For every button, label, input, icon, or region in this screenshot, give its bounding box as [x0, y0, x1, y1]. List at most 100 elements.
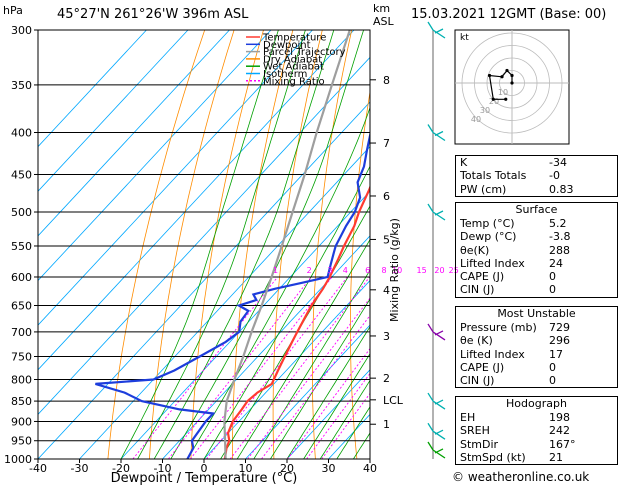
isotherm-line — [162, 235, 370, 459]
wind-barb — [427, 124, 434, 133]
index-label: K — [460, 156, 468, 169]
wet-adiabat-line — [303, 353, 370, 459]
wet-adiabat-line — [286, 326, 370, 459]
most-unstable-row: CAPE (J) 0 — [456, 361, 617, 374]
dry-adiabat-line — [231, 30, 294, 459]
location-title: 45°27'N 261°26'W 396m ASL — [57, 7, 249, 22]
mixing-ratio-line — [247, 297, 370, 459]
copyright-footer: © weatheronline.co.uk — [452, 470, 590, 484]
temperature-tick-label: 40 — [363, 462, 377, 475]
isotherm-line — [203, 279, 370, 459]
surface-value: 0 — [549, 283, 556, 297]
pressure-tick-label: 650 — [11, 300, 32, 313]
legend-label: Isotherm — [263, 69, 307, 80]
isotherm-line — [38, 30, 189, 192]
pressure-tick-label: 450 — [11, 168, 32, 181]
pressure-tick-label: 700 — [11, 326, 32, 339]
hodograph-stat-row: StmSpd (kt) 21 — [456, 451, 617, 464]
hodograph-stat-value: 198 — [549, 411, 570, 424]
hodograph-stat-value: 167° — [549, 437, 576, 451]
dry-adiabat-line — [423, 30, 440, 459]
most-unstable-label: Lifted Index — [460, 347, 525, 361]
height-tick-label: 6 — [383, 190, 390, 203]
wind-barbs — [427, 21, 446, 459]
wind-barb-flag — [434, 130, 444, 137]
pressure-unit-label: hPa — [3, 4, 23, 17]
dry-adiabat-line — [616, 30, 629, 459]
height-tick-label: 4 — [383, 284, 390, 297]
height-tick-label: 3 — [383, 330, 390, 343]
asl-unit-label: ASL — [373, 15, 394, 28]
temperature-tick-label: -10 — [154, 462, 172, 475]
height-tick-label: 5 — [383, 233, 390, 246]
mixing-ratio-value-label: 1 — [273, 266, 278, 275]
wind-barb-flag — [432, 400, 446, 410]
legend-label: Parcel Trajectory — [263, 47, 346, 58]
mixing-ratio-line — [306, 372, 370, 459]
isotherm-line — [245, 324, 370, 459]
surface-title: Surface — [515, 203, 558, 216]
mixing-ratio-line — [229, 276, 370, 459]
surface-value: 0 — [549, 270, 556, 284]
wet-adiabat-line — [319, 379, 370, 459]
mixing-ratio-line — [287, 347, 370, 459]
hodograph-point — [487, 73, 492, 78]
mixing-ratio-axis-label: Mixing Ratio (g/kg) — [388, 218, 401, 322]
mixing-ratio-line — [190, 276, 333, 459]
parcel-trajectory-profile — [223, 30, 351, 459]
wet-adiabat-line — [170, 30, 364, 459]
wind-barb — [427, 392, 434, 402]
wind-barb-flag — [432, 449, 446, 459]
hodograph-stat-row: SREH 242 — [456, 424, 617, 437]
surface-label: Dewp (°C) — [460, 230, 517, 244]
hodograph-stat-label: EH — [460, 411, 476, 424]
height-tick-label: 2 — [383, 372, 390, 385]
indices-panel: K -34 Totals Totals -0 PW (cm) 0.83 — [455, 155, 618, 197]
temperature-tick-label: -20 — [112, 462, 130, 475]
pressure-tick-label: 900 — [11, 415, 32, 428]
most-unstable-label: CAPE (J) — [460, 360, 505, 374]
dewpoint-profile — [95, 114, 370, 459]
temperature-tick-label: 30 — [322, 462, 336, 475]
temperature-tick-label: 20 — [280, 462, 294, 475]
hodograph-point — [510, 81, 514, 85]
surface-row: CIN (J) 0 — [456, 283, 617, 296]
pressure-tick-label: 850 — [11, 395, 32, 408]
mixing-ratio-value-label: 6 — [365, 266, 370, 275]
pressure-tick-label: 550 — [11, 240, 32, 253]
surface-row: θe(K) 288 — [456, 244, 617, 257]
isotherm-line — [120, 190, 370, 459]
most-unstable-value: 729 — [549, 321, 570, 334]
datetime-title: 15.03.2021 12GMT (Base: 00) — [411, 7, 607, 22]
pressure-tick-label: 400 — [11, 127, 32, 140]
mixing-ratio-line — [321, 392, 370, 459]
wind-barb-flag — [434, 330, 444, 336]
wind-barb-flag — [434, 429, 444, 435]
most-unstable-value: 17 — [549, 347, 563, 361]
hodograph-point — [504, 97, 508, 101]
surface-label: CAPE (J) — [460, 270, 505, 284]
index-row: Totals Totals -0 — [456, 169, 617, 182]
most-unstable-title: Most Unstable — [497, 307, 576, 320]
hodograph-unit-label: kt — [460, 33, 469, 43]
isotherm-line — [38, 101, 370, 459]
mixing-ratio-value-label: 20 — [434, 266, 444, 275]
wind-barb-flag — [432, 29, 446, 39]
temperature-tick-label: 10 — [239, 462, 253, 475]
temperature-tick-label: 0 — [201, 462, 208, 475]
legend-label: Wet Adiabat — [263, 62, 324, 73]
surface-label: Lifted Index — [460, 256, 525, 270]
isotherm-line — [286, 369, 370, 459]
isotherm-line — [79, 146, 370, 459]
most-unstable-row: Lifted Index 17 — [456, 348, 617, 361]
wind-barb — [427, 21, 434, 31]
temperature-tick-label: -40 — [29, 462, 47, 475]
most-unstable-label: θe (K) — [460, 334, 493, 348]
hodograph-point — [505, 68, 509, 73]
wind-barb — [427, 203, 434, 213]
pressure-tick-label: 600 — [11, 271, 32, 284]
hodograph-ring-label: 40 — [471, 115, 481, 124]
isotherm-line — [38, 30, 272, 282]
most-unstable-panel: Most Unstable Pressure (mb) 729 θe (K) 296 L… — [455, 306, 618, 389]
